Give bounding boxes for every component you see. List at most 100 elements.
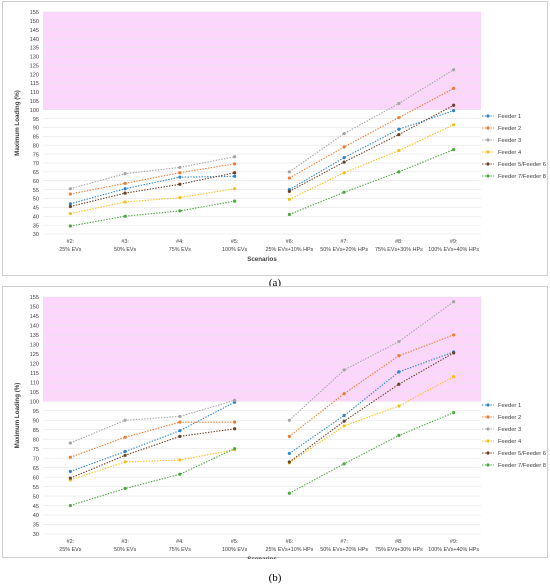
y-tick-label: 105 xyxy=(30,99,39,105)
data-point xyxy=(178,414,182,419)
y-tick-label: 90 xyxy=(33,418,39,424)
data-point xyxy=(287,418,291,422)
y-tick-label: 35 xyxy=(33,223,39,229)
data-point xyxy=(342,171,346,175)
data-point xyxy=(233,427,237,431)
x-tick-label: 100% EVs+40% HPs xyxy=(428,247,479,253)
y-tick-label: 45 xyxy=(33,504,39,510)
data-point xyxy=(342,368,346,372)
legend-marker xyxy=(486,138,490,142)
x-axis-title: Scenarios xyxy=(247,256,277,263)
x-tick-label: 50% EVs xyxy=(114,247,136,253)
data-point xyxy=(68,187,72,191)
series-line xyxy=(70,448,235,507)
x-tick-label: 100% EVs xyxy=(222,547,247,553)
data-point xyxy=(397,354,401,358)
y-tick-label: 40 xyxy=(33,513,39,519)
series-line xyxy=(289,69,454,173)
x-tick-label: #9: xyxy=(450,539,458,545)
data-point xyxy=(342,190,346,194)
data-point xyxy=(397,132,401,137)
data-point xyxy=(178,165,182,169)
data-point xyxy=(452,123,456,127)
x-tick-label: 75% EVs+30% HPs xyxy=(375,247,423,253)
data-point xyxy=(233,199,237,203)
data-point xyxy=(233,187,237,191)
y-tick-label: 40 xyxy=(33,214,39,220)
series-line xyxy=(70,188,235,215)
data-point xyxy=(342,132,346,136)
data-point xyxy=(397,116,401,120)
x-axis-title: Scenarios xyxy=(247,556,277,559)
legend-marker xyxy=(486,126,490,130)
data-point xyxy=(397,170,401,174)
legend-label: Feeder 7/Feeder 8 xyxy=(498,174,546,180)
y-tick-label: 55 xyxy=(33,188,39,194)
legend-marker xyxy=(486,415,490,419)
data-point xyxy=(123,181,127,185)
x-tick-label: #3: xyxy=(121,539,129,545)
x-tick-label: #4: xyxy=(176,239,184,245)
x-tick-label: #6: xyxy=(286,539,294,545)
data-point xyxy=(123,453,127,457)
data-point xyxy=(287,189,291,193)
data-point xyxy=(342,462,346,466)
y-tick-label: 120 xyxy=(30,362,39,368)
data-point xyxy=(287,491,291,495)
y-tick-label: 135 xyxy=(30,333,39,339)
chart-panel-a: 30 35 40 45 50 55 60 65 70 75 80 85 90 95 100 105 110 115… xyxy=(2,1,548,276)
y-tick-label: 95 xyxy=(33,117,39,123)
y-tick-label: 140 xyxy=(30,324,39,330)
x-tick-label: 25% EVs xyxy=(59,247,81,253)
x-tick-label: #7: xyxy=(340,539,348,545)
data-point xyxy=(452,411,456,415)
data-point xyxy=(178,171,182,175)
data-point xyxy=(123,200,127,204)
series-line xyxy=(289,351,454,454)
x-tick-label: 100% EVs+40% HPs xyxy=(428,547,479,553)
y-tick-label: 65 xyxy=(33,170,39,176)
data-point xyxy=(178,429,182,433)
series-line xyxy=(70,428,235,479)
caption-b: (b) xyxy=(268,572,282,584)
y-tick-label: 110 xyxy=(30,90,39,96)
x-tick-label: 50% EVs+20% HPs xyxy=(320,247,368,253)
legend-label: Feeder 3 xyxy=(498,427,521,433)
data-point xyxy=(178,195,182,200)
y-tick-label: 130 xyxy=(30,343,39,349)
y-tick-label: 70 xyxy=(33,161,39,167)
data-point xyxy=(397,101,401,106)
legend-marker xyxy=(486,162,490,166)
series-line xyxy=(70,421,235,458)
data-point xyxy=(233,171,237,175)
y-tick-label: 75 xyxy=(33,447,39,453)
x-tick-label: 75% EVs xyxy=(169,247,191,253)
legend-marker xyxy=(486,403,490,407)
data-point xyxy=(123,187,127,191)
y-tick-label: 50 xyxy=(33,197,39,203)
data-point xyxy=(397,148,401,153)
legend-label: Feeder 2 xyxy=(498,415,521,421)
data-point xyxy=(452,68,456,72)
data-point xyxy=(397,433,401,438)
y-tick-label: 65 xyxy=(33,466,39,472)
x-tick-label: 25% EVs xyxy=(59,547,81,553)
data-point xyxy=(68,202,72,206)
x-tick-label: #3: xyxy=(121,239,129,245)
y-tick-label: 115 xyxy=(30,371,39,377)
data-point xyxy=(397,404,401,408)
x-tick-label: #6: xyxy=(286,239,294,245)
series-line xyxy=(70,449,235,481)
x-tick-label: #8: xyxy=(395,239,403,245)
x-tick-label: #2: xyxy=(67,239,75,245)
data-point xyxy=(68,503,72,508)
series-line xyxy=(70,401,235,472)
y-tick-label: 100 xyxy=(30,108,39,114)
y-tick-label: 150 xyxy=(30,19,39,25)
y-tick-label: 60 xyxy=(33,179,39,185)
data-point xyxy=(452,103,456,107)
data-point xyxy=(287,170,291,174)
legend-label: Feeder 3 xyxy=(498,138,521,144)
data-point xyxy=(123,486,127,491)
data-point xyxy=(287,212,291,217)
